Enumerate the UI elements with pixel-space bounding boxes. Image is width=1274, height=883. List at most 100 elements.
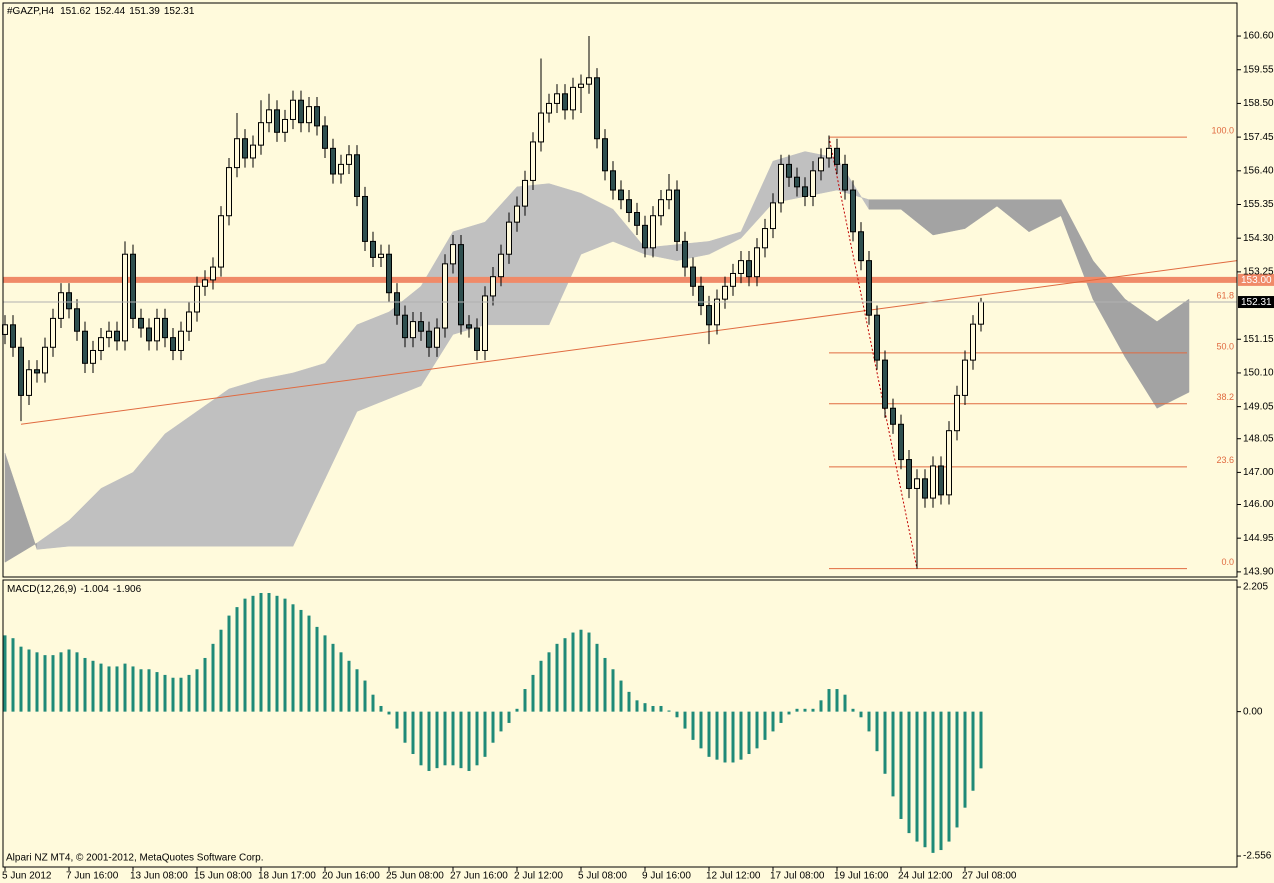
y-tick-label: 156.40	[1243, 165, 1274, 176]
macd-bar	[451, 711, 455, 766]
y-tick-label: 149.05	[1243, 401, 1274, 412]
candle-body	[786, 163, 792, 178]
candle-body	[274, 109, 280, 133]
candle-body	[858, 231, 864, 262]
candle-body	[186, 311, 192, 332]
candle-body	[202, 279, 208, 287]
macd-bar	[11, 638, 15, 712]
macd-bar	[379, 705, 383, 712]
cloud-segment	[1156, 298, 1190, 409]
candle-body	[26, 369, 32, 396]
ohlc-open: 151.62	[60, 6, 91, 17]
macd-signal-value: -1.906	[113, 584, 142, 595]
candle-body	[618, 189, 624, 201]
macd-bar	[275, 595, 279, 712]
candle-body	[194, 285, 200, 313]
candle-body	[538, 112, 544, 143]
macd-bar	[35, 652, 39, 712]
candle-body	[114, 330, 120, 342]
macd-bar	[307, 615, 311, 712]
macd-bar	[835, 689, 839, 712]
macd-bar	[267, 592, 271, 712]
macd-bar	[611, 669, 615, 712]
candle-body	[586, 77, 592, 85]
macd-bar	[131, 666, 135, 712]
candle-body	[354, 154, 360, 197]
candle-body	[178, 330, 184, 351]
macd-bar	[363, 680, 367, 712]
x-tick-label: 7 Jun 16:00	[66, 871, 119, 882]
macd-bar	[243, 598, 247, 712]
candle-body	[154, 317, 160, 342]
candle-body	[498, 253, 504, 278]
macd-bar	[507, 711, 511, 723]
candle-body	[802, 186, 808, 197]
candle-body	[562, 93, 568, 111]
candle-body	[778, 163, 784, 204]
candle-body	[970, 323, 976, 361]
macd-bar	[459, 711, 463, 769]
candle-body	[370, 240, 376, 258]
macd-bar	[435, 711, 439, 769]
candle-body	[306, 106, 312, 124]
candle-body	[690, 266, 696, 287]
x-tick-label: 9 Jul 16:00	[642, 871, 691, 882]
candle-body	[818, 157, 824, 172]
macd-bar	[219, 629, 223, 712]
macd-bar	[403, 711, 407, 743]
candle-body	[330, 147, 336, 175]
macd-bar	[499, 711, 503, 732]
candle-body	[346, 154, 352, 165]
candle-body	[922, 478, 928, 499]
macd-bar	[603, 657, 607, 712]
candle-body	[890, 407, 896, 425]
candle-body	[250, 144, 256, 159]
candle-body	[482, 295, 488, 351]
candle-body	[602, 138, 608, 172]
macd-bar	[923, 711, 927, 848]
x-tick-label: 27 Jul 08:00	[962, 871, 1017, 882]
candle-body	[410, 321, 416, 339]
macd-bar	[443, 711, 447, 766]
candle-body	[946, 430, 952, 496]
candle-body	[682, 240, 688, 268]
x-tick-label: 25 Jun 08:00	[386, 871, 444, 882]
y-tick-label: 144.95	[1243, 533, 1274, 544]
candle-body	[954, 394, 960, 432]
macd-bar	[899, 711, 903, 819]
x-tick-label: 20 Jun 16:00	[322, 871, 380, 882]
macd-bar	[235, 607, 239, 712]
macd-bar	[283, 598, 287, 712]
fibo-label: 38.2	[1216, 392, 1234, 402]
macd-bar	[99, 663, 103, 712]
y-tick-label: 157.45	[1243, 132, 1274, 143]
x-tick-label: 5 Jun 2012	[2, 871, 52, 882]
plot-layer: 153.00 100.0 61.8 50.0 38.2 23.6 0.0 152.31 160.…	[2, 31, 1274, 882]
macd-bar	[331, 643, 335, 712]
macd-bar	[483, 711, 487, 757]
candle-body	[490, 276, 496, 297]
cloud-segment	[868, 199, 902, 210]
candle-body	[634, 212, 640, 226]
symbol-title: #GAZP,H4	[7, 6, 54, 17]
candle-body	[210, 266, 216, 281]
macd-bar	[915, 711, 919, 842]
y-tick-label: 148.05	[1243, 433, 1274, 444]
macd-bar	[651, 705, 655, 712]
macd-bar	[163, 674, 167, 712]
candle-body	[522, 179, 528, 207]
macd-bar	[571, 632, 575, 712]
macd-bar	[667, 710, 671, 712]
candle-body	[546, 102, 552, 114]
macd-bar	[555, 643, 559, 712]
candle-body	[138, 317, 144, 329]
macd-bar	[523, 689, 527, 712]
candle-body	[146, 327, 152, 342]
y-tick-label: 160.60	[1243, 31, 1274, 42]
macd-bar	[515, 708, 519, 712]
macd-bar	[187, 674, 191, 712]
candle-body	[394, 292, 400, 316]
macd-bar	[123, 663, 127, 712]
macd-bar	[139, 669, 143, 712]
